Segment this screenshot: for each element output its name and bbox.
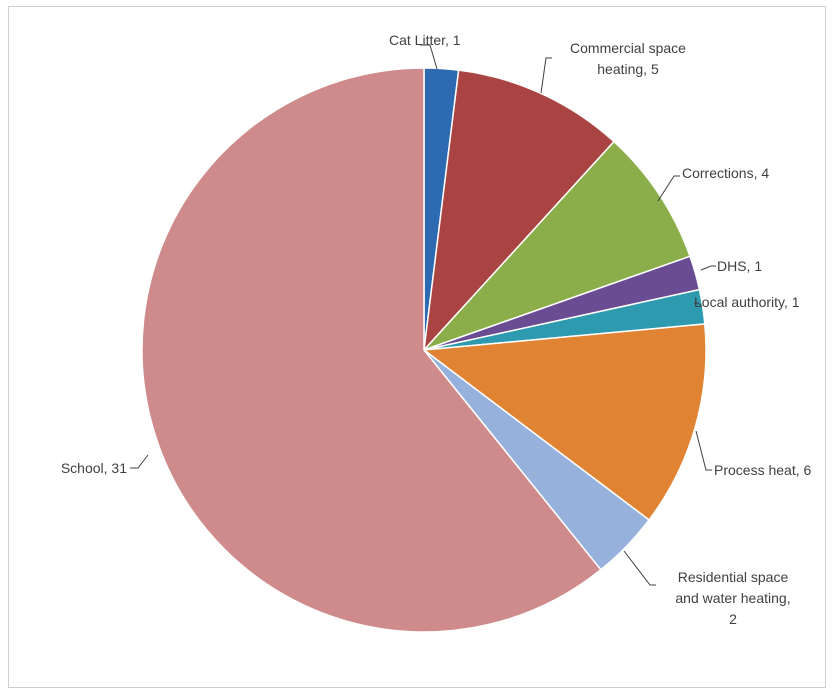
leader-line-school: [130, 454, 149, 469]
pie-slice-commercial-space-heating: [422, 69, 616, 353]
data-label-cat-litter: Cat Litter, 1: [389, 32, 461, 48]
data-label-residential-space-and-water-heating: Residential space and water heating, 2: [675, 569, 790, 627]
data-labels: Cat Litter, 1 Commercial space heating, 5 C…: [61, 32, 812, 627]
leader-line-cat-litter: [420, 44, 438, 70]
data-label-dhs: DHS, 1: [717, 258, 762, 274]
leader-lines: [130, 44, 716, 586]
data-label-school: School, 31: [61, 460, 127, 476]
leader-line-process-heat: [695, 430, 712, 471]
leader-line-dhs: [700, 265, 716, 271]
leader-line-corrections: [657, 175, 680, 202]
pie-slice-process-heat: [422, 323, 707, 521]
pie-slice-school: [141, 67, 602, 633]
pie-slices: [141, 67, 707, 633]
data-label-local-authority: Local authority, 1: [694, 294, 800, 310]
leader-line-residential-space-and-water-heating: [623, 550, 656, 586]
data-label-corrections: Corrections, 4: [682, 165, 769, 181]
leader-line-commercial-space-heating: [540, 57, 552, 94]
pie-slice-corrections: [423, 140, 691, 351]
leader-line-local-authority: [694, 302, 703, 307]
data-label-process-heat: Process heat, 6: [714, 462, 811, 478]
data-label-commercial-space-heating: Commercial space heating, 5: [570, 40, 686, 77]
